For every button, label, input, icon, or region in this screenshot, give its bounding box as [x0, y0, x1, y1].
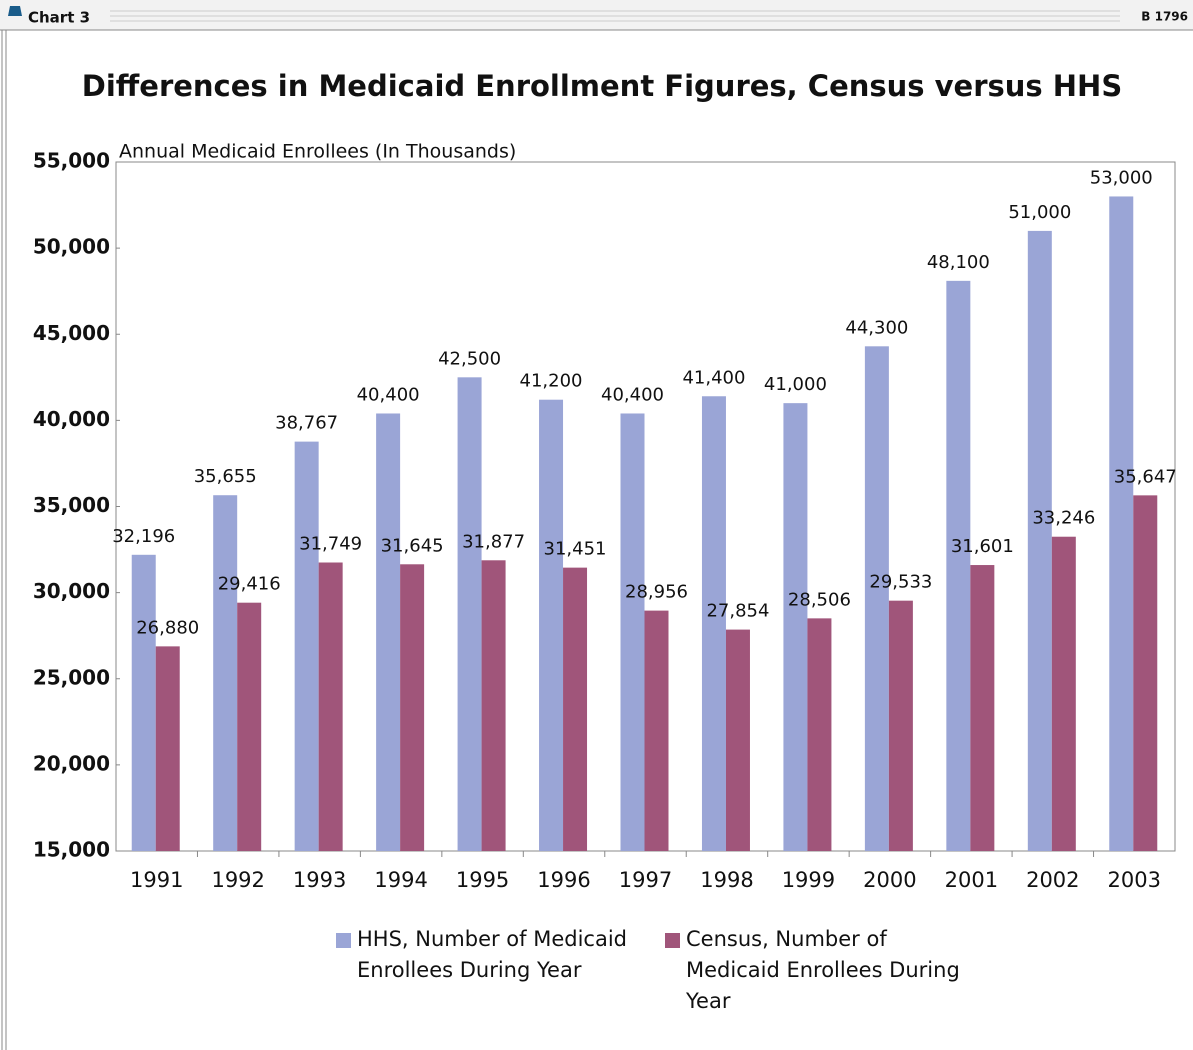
x-tick-label: 1999	[782, 868, 835, 892]
bar	[1109, 196, 1134, 851]
x-tick-label: 1994	[374, 868, 427, 892]
bar	[783, 403, 808, 851]
x-tick-label: 1998	[700, 868, 753, 892]
data-label: 41,400	[682, 367, 745, 388]
y-tick-label: 15,000	[33, 838, 110, 862]
y-tick-label: 35,000	[33, 493, 110, 517]
data-label: 41,200	[520, 371, 583, 392]
y-axis-label: Annual Medicaid Enrollees (In Thousands)	[119, 141, 516, 163]
bar	[376, 413, 401, 851]
bar	[457, 377, 482, 851]
data-label: 26,880	[136, 617, 199, 638]
data-label: 28,506	[788, 589, 851, 610]
bar	[1027, 230, 1052, 851]
y-tick-label: 45,000	[33, 321, 110, 345]
x-tick-label: 2003	[1108, 868, 1161, 892]
data-label: 48,100	[927, 252, 990, 273]
data-label: 35,647	[1114, 466, 1177, 487]
x-tick-label: 1991	[130, 868, 183, 892]
header-label: Chart 3	[28, 9, 90, 27]
data-label: 42,500	[438, 348, 501, 369]
bar	[481, 560, 506, 851]
x-tick-label: 2002	[1026, 868, 1079, 892]
bar	[318, 562, 343, 851]
bar	[888, 600, 913, 851]
legend-swatch	[665, 933, 680, 948]
y-tick-label: 25,000	[33, 665, 110, 689]
data-label: 28,956	[625, 582, 688, 603]
x-tick-label: 1996	[537, 868, 590, 892]
data-label: 53,000	[1090, 167, 1153, 188]
bar	[539, 399, 564, 851]
bar	[155, 646, 180, 851]
y-tick-label: 55,000	[33, 149, 110, 173]
data-label: 51,000	[1008, 202, 1071, 223]
x-tick-label: 1993	[293, 868, 346, 892]
data-label: 31,749	[299, 533, 362, 554]
x-tick-label: 2000	[863, 868, 916, 892]
bar	[213, 495, 238, 851]
header-icon	[8, 6, 22, 16]
data-label: 33,246	[1032, 508, 1095, 529]
data-label: 40,400	[357, 384, 420, 405]
data-label: 31,877	[462, 531, 525, 552]
bar	[807, 618, 832, 851]
bar	[970, 565, 995, 851]
legend-swatch	[336, 933, 351, 948]
data-label: 44,300	[845, 317, 908, 338]
data-label: 41,000	[764, 374, 827, 395]
bar	[294, 441, 319, 851]
x-tick-label: 1995	[456, 868, 509, 892]
y-tick-label: 20,000	[33, 751, 110, 775]
header-code: B 1796	[1141, 10, 1188, 24]
bar	[725, 629, 750, 851]
bar	[1051, 536, 1076, 851]
y-tick-label: 40,000	[33, 407, 110, 431]
bar	[400, 564, 425, 851]
bar	[701, 396, 726, 851]
data-label: 31,601	[951, 536, 1014, 557]
bar	[237, 602, 262, 851]
legend-label: Census, Number of Medicaid Enrollees Dur…	[686, 927, 960, 1013]
bar	[864, 346, 889, 851]
header-bar	[0, 0, 1193, 30]
y-tick-label: 30,000	[33, 579, 110, 603]
chart-title: Differences in Medicaid Enrollment Figur…	[82, 69, 1122, 103]
legend-label: HHS, Number of Medicaid Enrollees During…	[357, 927, 627, 982]
data-label: 31,645	[381, 535, 444, 556]
data-label: 35,655	[194, 466, 257, 487]
bar	[1133, 495, 1158, 851]
bar	[644, 610, 669, 851]
data-label: 29,533	[869, 572, 932, 593]
x-tick-label: 1997	[619, 868, 672, 892]
bar	[946, 280, 971, 851]
data-label: 29,416	[218, 574, 281, 595]
x-tick-label: 2001	[945, 868, 998, 892]
bar	[131, 554, 156, 851]
data-label: 27,854	[706, 601, 769, 622]
x-tick-label: 1992	[211, 868, 264, 892]
y-tick-label: 50,000	[33, 235, 110, 259]
bar	[620, 413, 645, 851]
bar	[563, 567, 588, 851]
data-label: 38,767	[275, 413, 338, 434]
data-label: 32,196	[112, 526, 175, 547]
data-label: 40,400	[601, 384, 664, 405]
data-label: 31,451	[544, 539, 607, 560]
